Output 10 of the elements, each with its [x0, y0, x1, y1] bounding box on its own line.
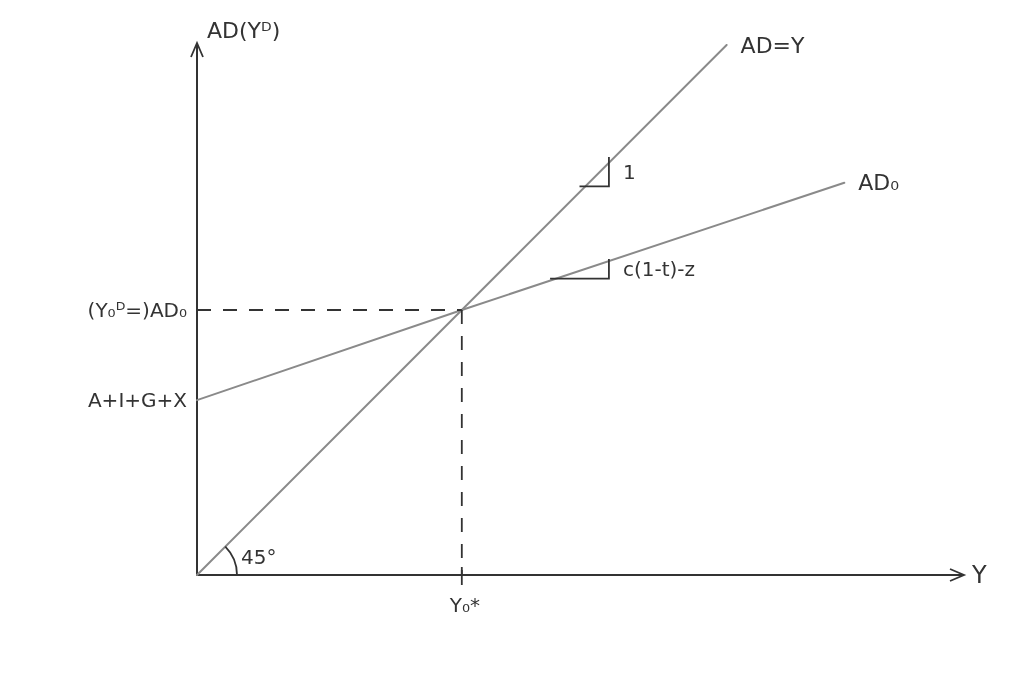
- text: A+I+G+X: [87, 388, 188, 413]
- text: (Y₀ᴰ=)AD₀: [87, 298, 187, 322]
- series-label: AD₀: [858, 170, 900, 196]
- annotation: c(1-t)-z: [622, 256, 696, 281]
- text: Y₀*: [448, 593, 481, 617]
- annotation: 1: [622, 159, 636, 184]
- series-label: AD=Y: [740, 32, 806, 58]
- x-axis-title: Y: [971, 561, 987, 589]
- annotation: 45°: [241, 545, 277, 569]
- y-axis-title: AD(Yᴰ): [207, 17, 281, 43]
